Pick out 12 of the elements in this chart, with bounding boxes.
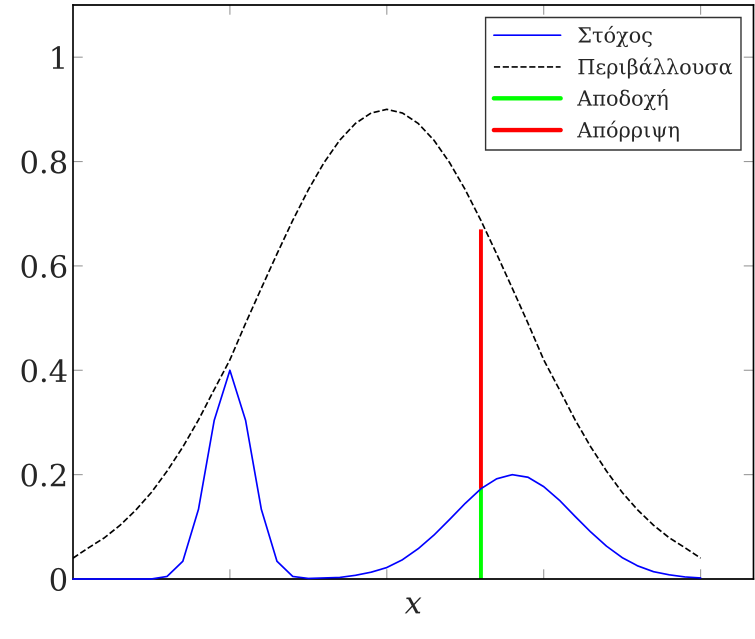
x-axis-title: x bbox=[404, 597, 422, 614]
legend-label: Αποδοχή bbox=[577, 88, 668, 110]
y-tick-label: 0.8 bbox=[22, 150, 66, 174]
line-series bbox=[72, 369, 702, 580]
y-tick-label: 0.4 bbox=[22, 359, 67, 382]
legend-label: Περιβάλλουσα bbox=[578, 58, 732, 79]
legend-label: Απόρριψη bbox=[577, 120, 679, 142]
y-tick-label: 0.2 bbox=[22, 464, 66, 487]
y-tick-label: 0 bbox=[50, 568, 66, 592]
legend-label: Στόχος bbox=[578, 26, 652, 48]
y-tick-label: 1 bbox=[52, 46, 64, 69]
y-tick-label: 0.6 bbox=[22, 254, 66, 278]
